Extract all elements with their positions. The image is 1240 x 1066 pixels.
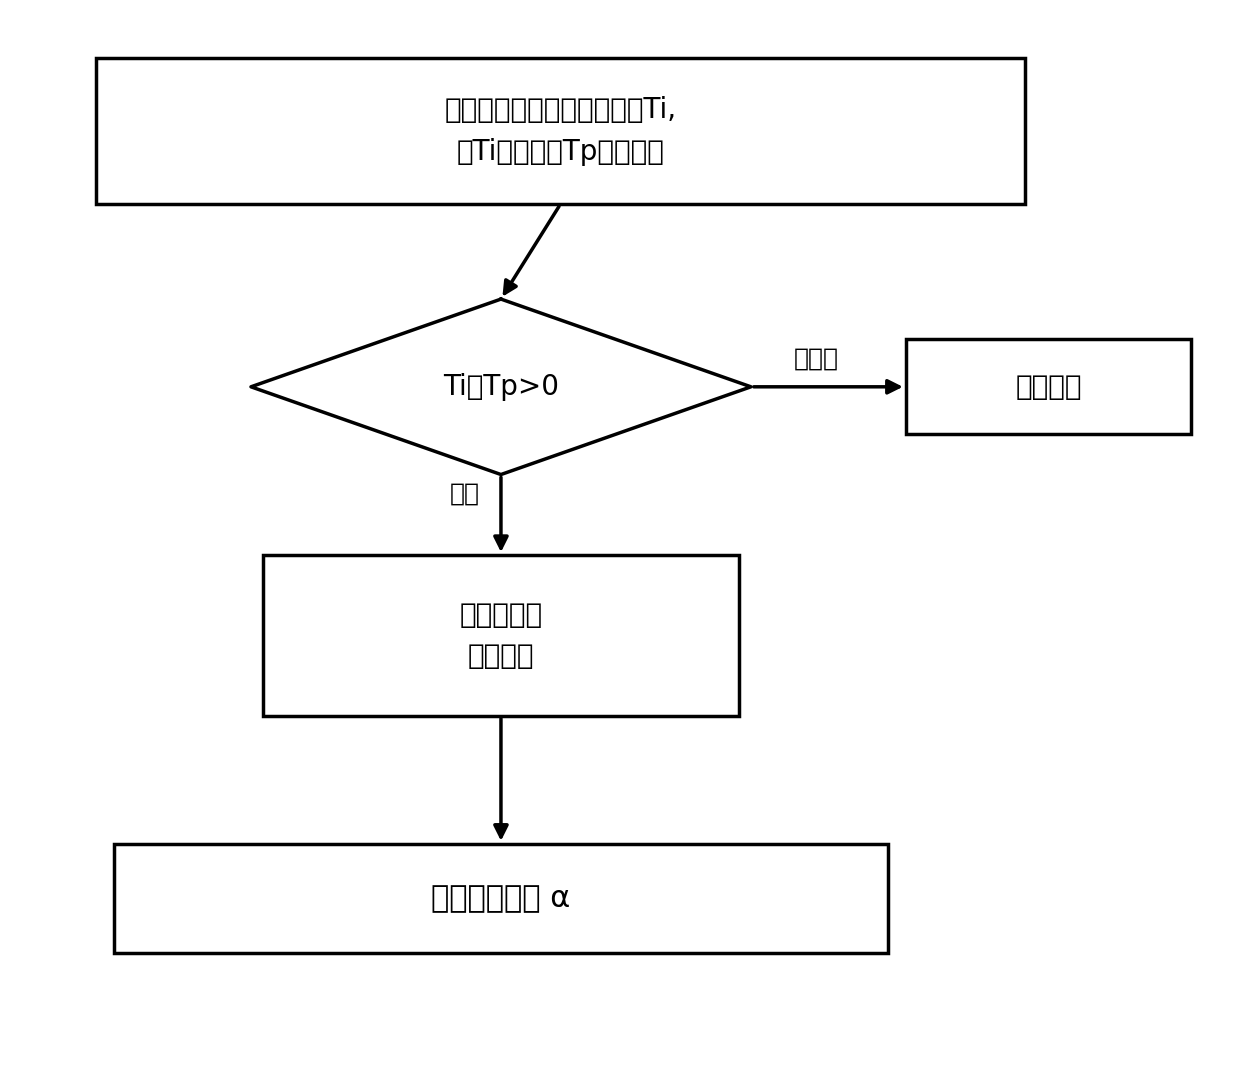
Text: 需要触发高
水温运行: 需要触发高 水温运行 [459,601,543,669]
Text: 修订比例系数 α: 修订比例系数 α [432,884,570,912]
Bar [905,339,1192,434]
Text: 启动准备阶段监控进水温度Ti,
对Ti与预设值Tp进行判断: 启动准备阶段监控进水温度Ti, 对Ti与预设值Tp进行判断 [444,96,677,165]
Bar [114,843,888,953]
Text: 正常运行: 正常运行 [1016,373,1081,401]
Bar [263,555,739,715]
Text: 不成立: 不成立 [794,346,839,371]
Bar [97,58,1024,204]
Text: Ti－Tp>0: Ti－Tp>0 [443,373,559,401]
Text: 成立: 成立 [450,482,480,506]
Polygon shape [250,300,751,474]
